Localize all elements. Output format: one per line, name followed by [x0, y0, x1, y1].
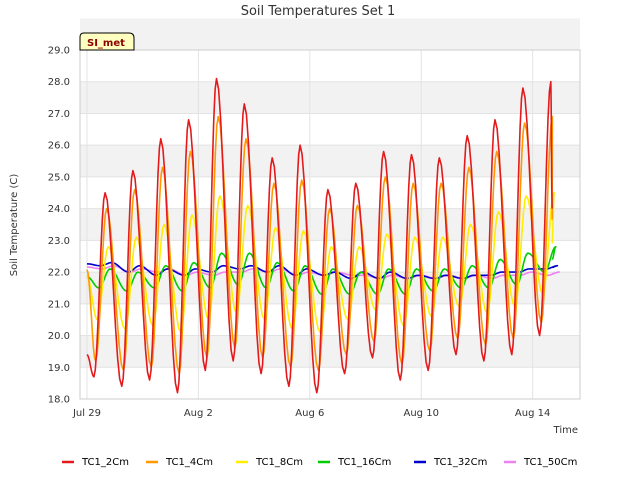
y-tick-label: 18.0: [48, 395, 70, 406]
legend-item-tc1_32cm: TC1_32Cm: [414, 457, 487, 468]
site-badge: SI_met: [79, 32, 135, 51]
chart-title: Soil Temperatures Set 1: [241, 4, 396, 19]
y-axis-title: Soil Temperature (C): [9, 174, 20, 277]
site-badge-box: [79, 32, 135, 51]
x-axis: Jul 29 Aug 2 Aug 6 Aug 10 Aug 14: [72, 408, 550, 419]
series-line-tc1_4cm: [86, 115, 554, 375]
plot-band: [80, 335, 580, 368]
x-tick-label: Aug 14: [515, 408, 550, 419]
plot-band: [80, 145, 580, 177]
y-tick-label: 22.0: [48, 268, 70, 279]
plot-band: [80, 18, 580, 50]
x-tick-label: Jul 29: [72, 408, 101, 419]
legend-item-tc1_4cm: TC1_4Cm: [146, 457, 213, 468]
y-tick-label: 19.0: [48, 363, 70, 374]
y-tick-label: 21.0: [48, 299, 70, 310]
x-tick-label: Aug 10: [404, 408, 439, 419]
x-axis-title: Time: [553, 425, 578, 436]
y-tick-label: 26.0: [48, 141, 70, 152]
plot-frame: [79, 49, 581, 400]
y-tick-label: 25.0: [48, 172, 70, 183]
series-lines: [86, 77, 560, 394]
legend: TC1_2Cm TC1_4Cm TC1_8Cm TC1_16Cm TC1_32Cm TC1…: [62, 457, 577, 468]
legend-item-tc1_8cm: TC1_8Cm: [236, 457, 303, 468]
legend-label: TC1_4Cm: [165, 457, 213, 468]
legend-label: TC1_16Cm: [337, 457, 391, 468]
series-line-tc1_2cm: [86, 77, 553, 394]
y-tick-label: 24.0: [48, 204, 70, 215]
legend-label: TC1_8Cm: [255, 457, 303, 468]
legend-item-tc1_2cm: TC1_2Cm: [62, 457, 129, 468]
legend-label: TC1_2Cm: [81, 457, 129, 468]
y-axis: 18.0 19.0 20.0 21.0 22.0 23.0 24.0 25.0 26.0 27.0…: [48, 46, 70, 406]
y-tick-label: 20.0: [48, 331, 70, 342]
y-tick-label: 29.0: [48, 46, 70, 57]
y-tick-label: 27.0: [48, 109, 70, 120]
x-tick-label: Aug 2: [184, 408, 213, 419]
x-tick-label: Aug 6: [295, 408, 324, 419]
site-badge-label: SI_met: [87, 38, 125, 49]
y-tick-label: 28.0: [48, 77, 70, 88]
plot-band: [80, 81, 580, 114]
y-tick-label: 23.0: [48, 236, 70, 247]
legend-item-tc1_50cm: TC1_50Cm: [504, 457, 577, 468]
legend-item-tc1_16cm: TC1_16Cm: [318, 457, 391, 468]
legend-label: TC1_50Cm: [523, 457, 577, 468]
legend-label: TC1_32Cm: [433, 457, 487, 468]
